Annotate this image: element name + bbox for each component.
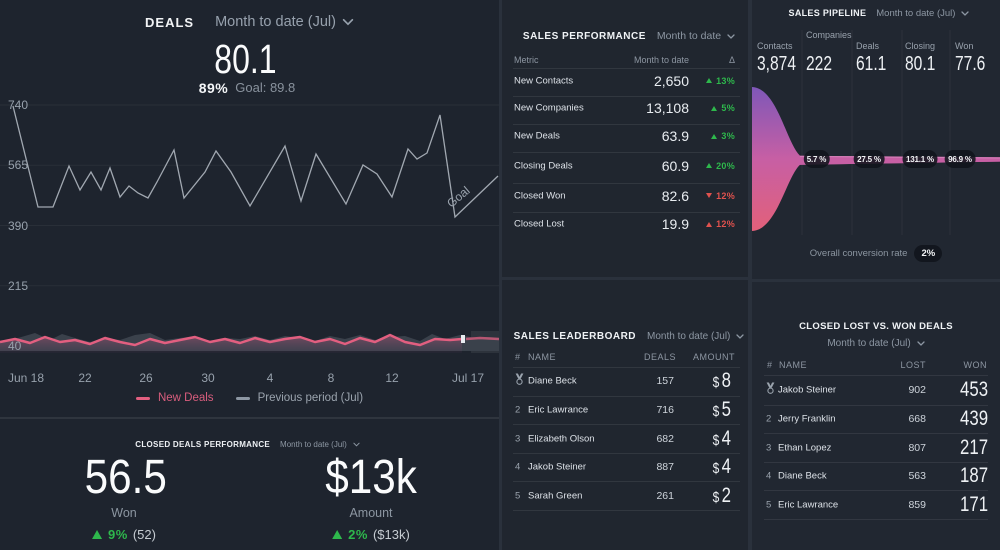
svg-text:Goal: Goal [444,183,472,210]
svg-text:215: 215 [8,279,28,293]
svg-text:40: 40 [8,339,22,353]
svg-text:390: 390 [8,219,28,233]
svg-text:565: 565 [8,158,28,172]
svg-text:740: 740 [8,98,28,112]
